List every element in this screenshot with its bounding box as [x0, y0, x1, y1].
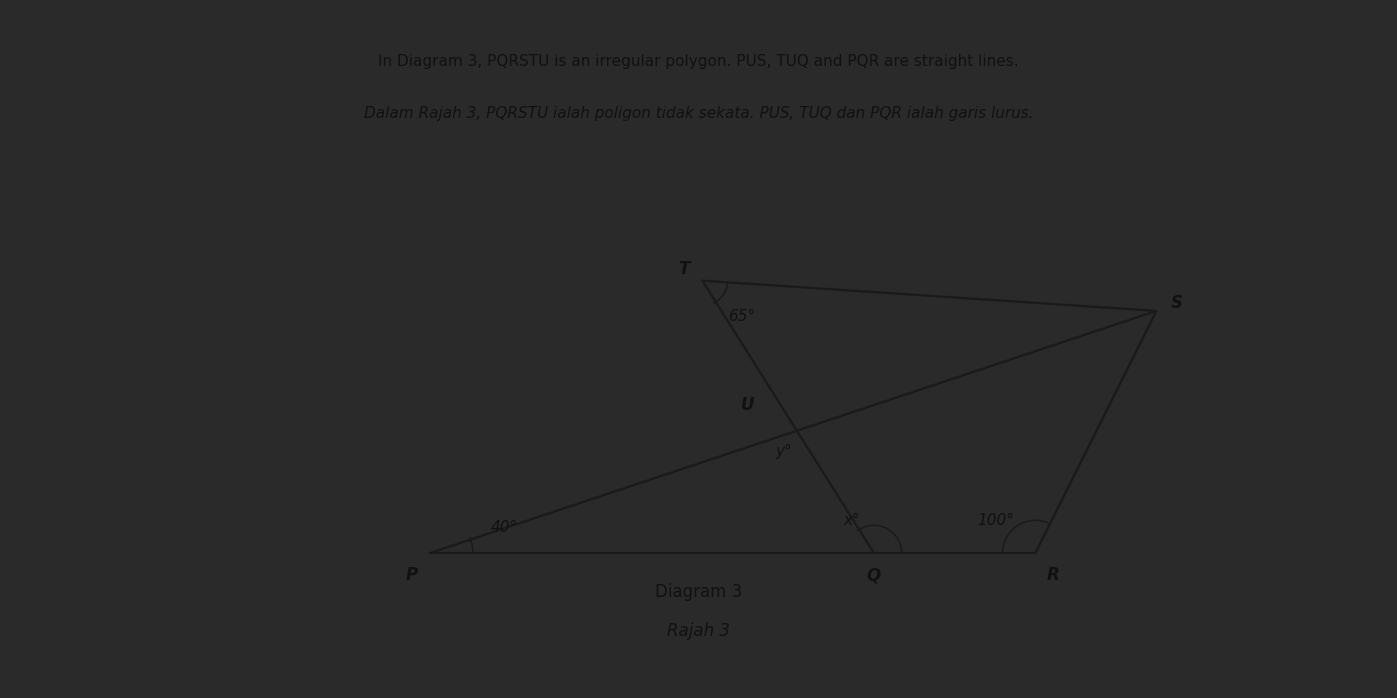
Text: P: P	[405, 566, 418, 584]
Text: 65°: 65°	[728, 309, 754, 324]
Text: Rajah 3: Rajah 3	[666, 622, 731, 640]
Text: Diagram 3: Diagram 3	[655, 583, 742, 601]
Text: R: R	[1048, 566, 1060, 584]
Text: S: S	[1171, 294, 1183, 312]
Text: x°: x°	[844, 513, 861, 528]
Text: In Diagram 3, PQRSTU is an irregular polygon. PUS, TUQ and PQR are straight line: In Diagram 3, PQRSTU is an irregular pol…	[379, 54, 1018, 68]
Text: y°: y°	[775, 444, 792, 459]
Text: T: T	[679, 260, 690, 278]
Text: 40°: 40°	[490, 520, 518, 535]
Text: Q: Q	[868, 566, 882, 584]
Text: Dalam Rajah 3, PQRSTU ialah poligon tidak sekata. PUS, TUQ dan PQR ialah garis l: Dalam Rajah 3, PQRSTU ialah poligon tida…	[363, 106, 1034, 121]
Text: 100°: 100°	[977, 513, 1014, 528]
Text: U: U	[740, 396, 754, 414]
